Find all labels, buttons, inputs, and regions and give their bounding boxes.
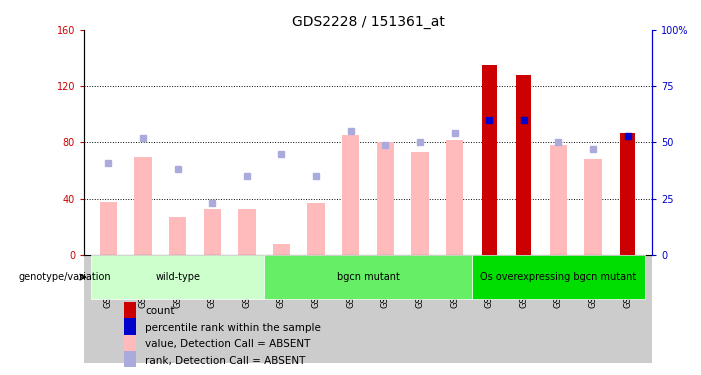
Title: GDS2228 / 151361_at: GDS2228 / 151361_at xyxy=(292,15,444,29)
Bar xyxy=(273,244,290,255)
Bar xyxy=(169,217,186,255)
Bar xyxy=(238,209,255,255)
Bar xyxy=(376,142,394,255)
Text: wild-type: wild-type xyxy=(155,272,200,282)
Bar xyxy=(482,65,496,255)
Text: bgcn mutant: bgcn mutant xyxy=(336,272,400,282)
Bar xyxy=(308,203,325,255)
Bar xyxy=(264,255,472,299)
Text: Os overexpressing bgcn mutant: Os overexpressing bgcn mutant xyxy=(480,272,637,282)
Bar xyxy=(124,351,137,370)
Bar xyxy=(585,159,601,255)
Bar xyxy=(124,302,137,321)
Bar xyxy=(550,145,567,255)
Bar xyxy=(342,135,360,255)
Text: percentile rank within the sample: percentile rank within the sample xyxy=(145,323,321,333)
Bar xyxy=(446,140,463,255)
Bar xyxy=(203,209,221,255)
Bar xyxy=(84,255,652,363)
Bar xyxy=(135,156,151,255)
Text: rank, Detection Call = ABSENT: rank, Detection Call = ABSENT xyxy=(145,356,305,366)
Text: value, Detection Call = ABSENT: value, Detection Call = ABSENT xyxy=(145,339,311,349)
Bar xyxy=(472,255,645,299)
Bar xyxy=(124,335,137,354)
Bar xyxy=(100,201,117,255)
Bar xyxy=(91,255,264,299)
Text: genotype/variation: genotype/variation xyxy=(19,272,111,282)
Bar xyxy=(620,133,635,255)
Bar xyxy=(411,152,428,255)
Bar xyxy=(517,75,531,255)
Text: count: count xyxy=(145,306,175,316)
Bar xyxy=(124,318,137,338)
